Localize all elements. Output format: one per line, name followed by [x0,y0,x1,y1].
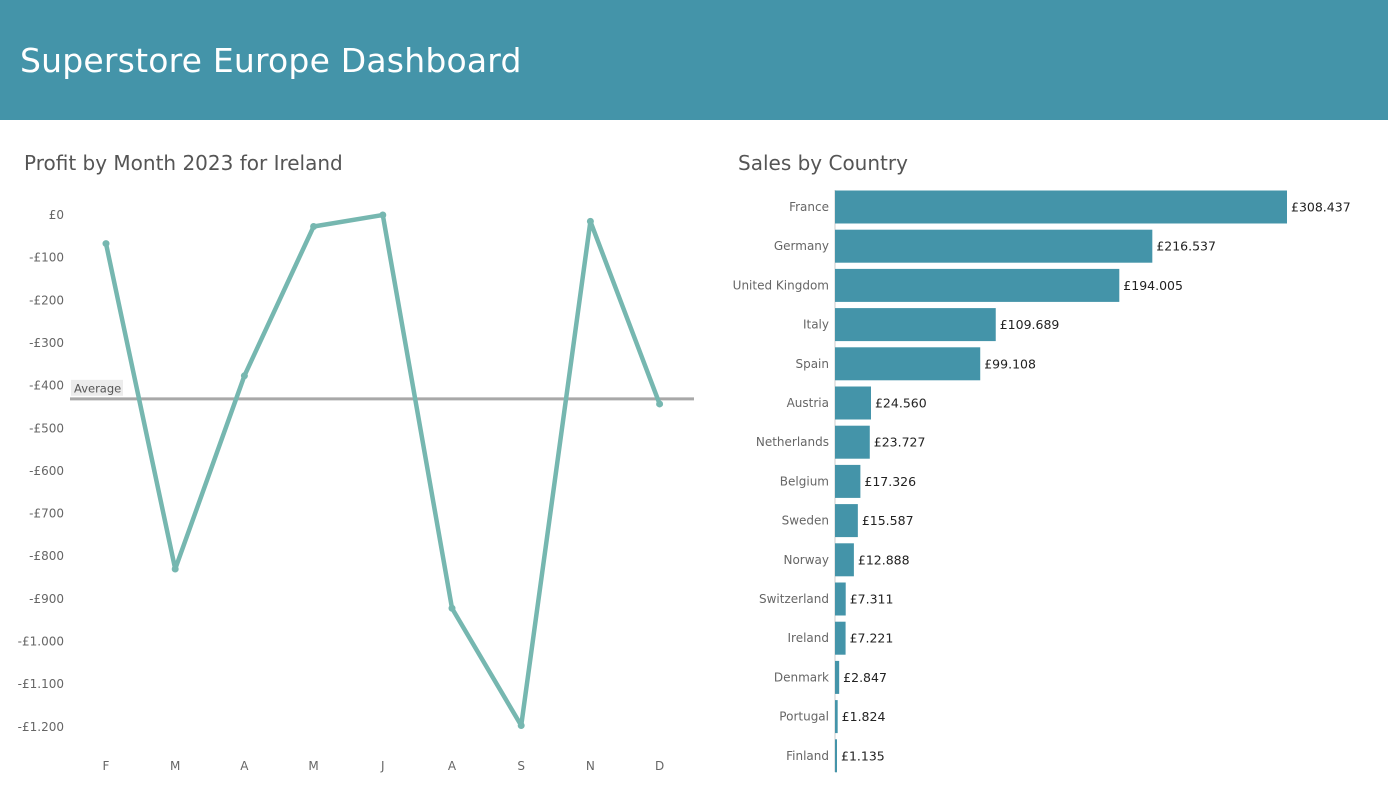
sales-bar [835,464,861,498]
sales-value-label: £308.437 [1291,200,1351,215]
sales-bar [835,190,1287,224]
sales-bar [835,425,870,459]
sales-bar [835,229,1153,263]
sales-bar [835,700,838,734]
dashboard-header: Superstore Europe Dashboard [0,0,1388,120]
sales-bar [835,582,846,616]
average-label-bg [71,379,123,396]
sales-value-label: £2.847 [843,670,887,685]
country-label: Finland [786,749,829,763]
data-point [171,565,179,573]
sales-value-label: £216.537 [1156,239,1216,254]
y-tick-label: -£600 [29,464,64,478]
data-point [656,400,664,408]
y-tick-label: £0 [49,208,64,222]
sales-value-label: £194.005 [1123,278,1183,293]
sales-value-label: £23.727 [874,435,926,450]
sales-value-label: £7.221 [850,631,894,646]
data-point [379,211,387,219]
sales-value-label: £15.587 [862,513,914,528]
sales-value-label: £1.135 [841,748,885,763]
x-tick-label: A [240,759,249,773]
sales-value-label: £17.326 [864,474,916,489]
sales-value-label: £24.560 [875,396,927,411]
y-tick-label: -£900 [29,592,64,606]
sales-bar [835,504,858,538]
country-label: Germany [774,239,829,253]
country-label: Belgium [780,474,829,488]
x-tick-label: M [308,759,318,773]
country-label: Portugal [779,710,829,724]
x-tick-label: S [517,759,525,773]
x-tick-label: J [380,759,385,773]
sales-bar [835,660,840,694]
y-tick-label: -£300 [29,336,64,350]
country-label: Denmark [774,670,829,684]
average-label: Average [74,381,121,395]
data-point [240,372,248,380]
country-label: Austria [787,396,829,410]
y-tick-label: -£1.000 [18,635,64,649]
x-tick-label: F [103,759,110,773]
sales-value-label: £99.108 [984,356,1036,371]
country-label: Spain [795,357,829,371]
data-point [102,240,110,248]
country-label: Netherlands [756,435,829,449]
x-tick-label: N [586,759,595,773]
y-tick-label: -£400 [29,379,64,393]
sales-bar [835,268,1120,302]
country-label: Italy [803,318,829,332]
sales-bar [835,543,854,577]
y-tick-label: -£1.100 [18,677,64,691]
data-point [448,604,456,612]
y-tick-label: -£1.200 [18,720,64,734]
x-tick-label: D [655,759,664,773]
y-tick-label: -£700 [29,507,64,521]
y-tick-label: -£800 [29,549,64,563]
data-point [310,223,318,231]
y-tick-label: -£200 [29,293,64,307]
sales-value-label: £12.888 [858,552,910,567]
country-label: United Kingdom [733,278,829,292]
data-point [517,722,525,730]
y-tick-label: -£100 [29,251,64,265]
x-tick-label: M [170,759,180,773]
sales-chart-title: Sales by Country [738,151,908,175]
sales-value-label: £7.311 [850,592,894,607]
x-tick-label: A [448,759,457,773]
sales-bar [835,386,871,420]
country-label: Sweden [782,514,829,528]
country-label: Ireland [787,631,829,645]
sales-value-label: £109.689 [1000,317,1060,332]
sales-bar [835,739,837,773]
dashboard-title: Superstore Europe Dashboard [20,41,522,80]
y-tick-label: -£500 [29,421,64,435]
data-point [586,217,594,225]
country-label: Switzerland [759,592,829,606]
country-label: France [789,200,829,214]
sales-value-label: £1.824 [842,709,886,724]
sales-bar [835,347,981,381]
profit-chart-title: Profit by Month 2023 for Ireland [24,151,343,175]
sales-bar [835,308,996,342]
sales-bar [835,621,846,655]
country-label: Norway [783,553,829,567]
